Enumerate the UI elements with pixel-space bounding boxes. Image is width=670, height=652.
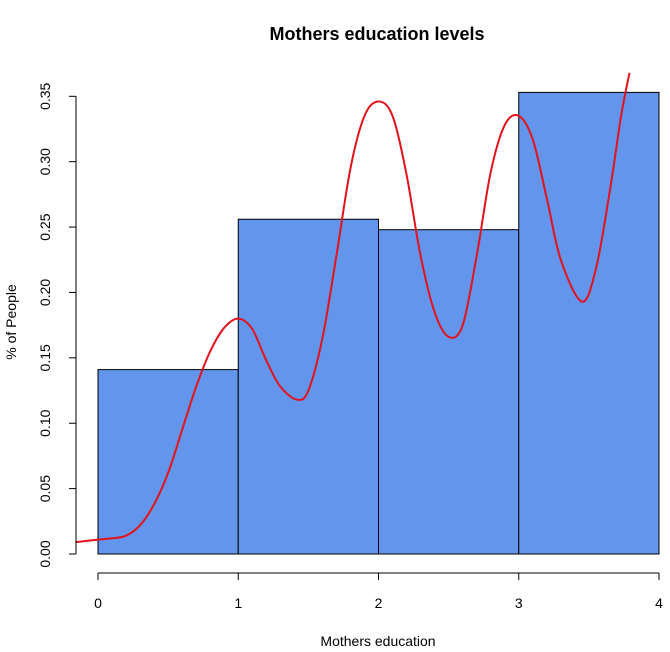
bars-layer	[97, 91, 660, 555]
histogram-bar-0	[97, 369, 239, 555]
histogram-bar-2	[378, 229, 520, 555]
density-curve-layer	[76, 72, 631, 544]
chart-title: Mothers education levels	[269, 24, 484, 44]
density-curve	[76, 72, 631, 544]
histogram-bar-1	[237, 218, 379, 555]
y-tick-label-6: 0.30	[37, 148, 53, 175]
x-tick-label-3: 3	[515, 595, 523, 611]
y-tick-label-0: 0.00	[37, 540, 53, 567]
y-tick-label-3: 0.15	[37, 344, 53, 371]
x-tick-label-1: 1	[234, 595, 242, 611]
y-tick-label-2: 0.10	[37, 409, 53, 436]
y-tick-label-4: 0.20	[37, 279, 53, 306]
x-axis: 0 1 2 3 4	[94, 572, 663, 611]
y-tick-label-1: 0.05	[37, 475, 53, 502]
y-tick-label-7: 0.35	[37, 82, 53, 109]
y-tick-label-5: 0.25	[37, 213, 53, 240]
y-axis-label: % of People	[3, 284, 19, 360]
x-tick-label-0: 0	[94, 595, 102, 611]
y-axis: 0.00 0.05 0.10 0.15 0.20 0.25 0.30 0.35	[37, 82, 77, 568]
x-axis-label: Mothers education	[320, 633, 435, 649]
x-tick-label-2: 2	[375, 595, 383, 611]
histogram-bar-3	[518, 91, 660, 555]
x-tick-label-4: 4	[655, 595, 663, 611]
